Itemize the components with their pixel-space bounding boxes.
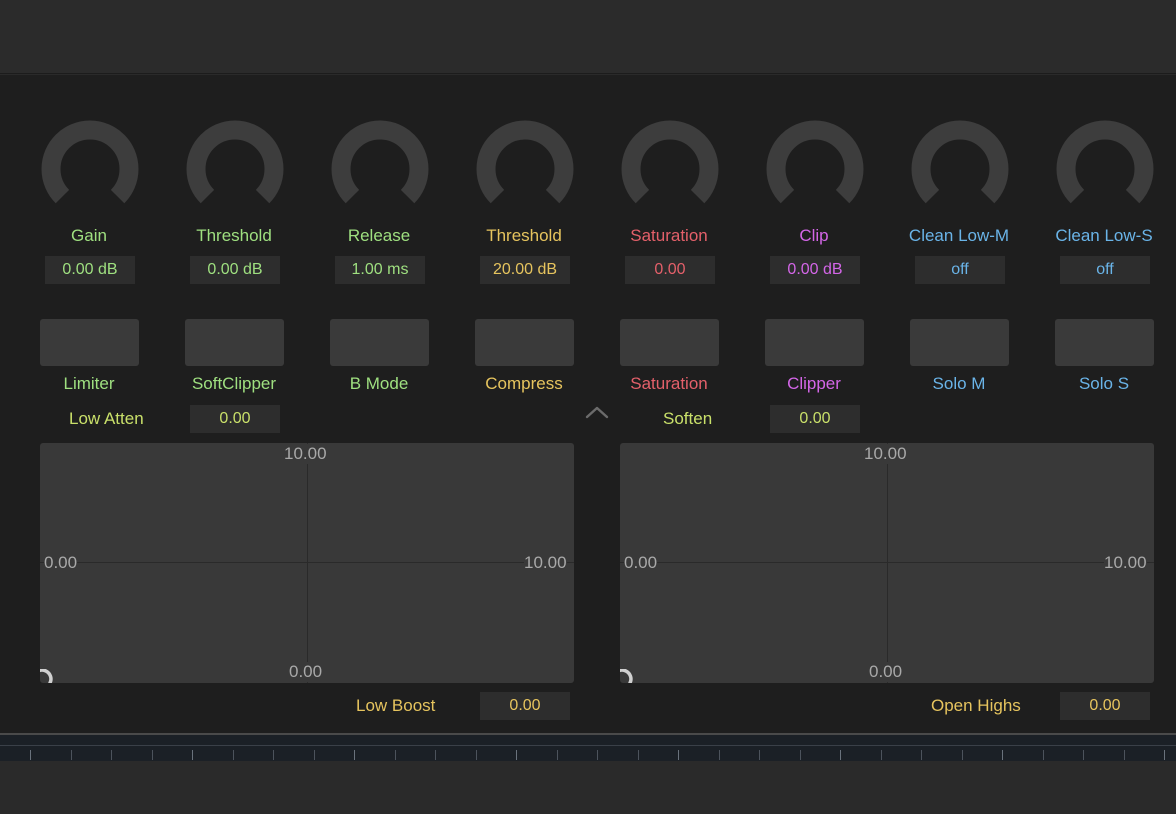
- knob-value-field[interactable]: off: [915, 256, 1005, 284]
- timeline-tick: [881, 750, 882, 760]
- xy-right-label: 10.00: [1104, 553, 1147, 573]
- knob-icon[interactable]: [330, 120, 430, 212]
- knob-icon[interactable]: [1055, 120, 1155, 212]
- timeline-tick: [1043, 750, 1044, 760]
- open-highs-label: Open Highs: [931, 696, 1021, 715]
- timeline-tick: [71, 750, 72, 760]
- chevron-up-icon[interactable]: [584, 402, 610, 422]
- timeline-tick: [678, 750, 679, 760]
- timeline-tick: [30, 750, 31, 760]
- knob-icon[interactable]: [910, 120, 1010, 212]
- timeline-tick: [840, 750, 841, 760]
- timeline-tick: [921, 750, 922, 760]
- knob-label: Clip: [799, 226, 829, 245]
- toggle-button[interactable]: [475, 319, 574, 366]
- toggle-button[interactable]: [1055, 319, 1154, 366]
- toggle-label: Solo S: [1078, 374, 1130, 393]
- knob-icon[interactable]: [620, 120, 720, 212]
- timeline-tick: [314, 750, 315, 760]
- xy-vline: [307, 443, 308, 683]
- xy-top-label: 10.00: [864, 444, 907, 464]
- xy-pad-left[interactable]: 10.00 0.00 0.00 10.00: [40, 443, 574, 683]
- timeline-tick: [557, 750, 558, 760]
- toggle-label: Saturation: [630, 374, 708, 393]
- timeline-tick: [152, 750, 153, 760]
- knob-label: Threshold: [486, 226, 562, 245]
- toggle-label: Solo M: [932, 374, 986, 393]
- timeline-tick: [516, 750, 517, 760]
- knob-label: Saturation: [630, 226, 708, 245]
- xy-top-label: 10.00: [284, 444, 327, 464]
- footer-area: [0, 761, 1176, 814]
- timeline-tick: [1164, 750, 1165, 760]
- toggle-button[interactable]: [765, 319, 864, 366]
- xy-left-label: 0.00: [624, 553, 658, 573]
- timeline-tick: [1083, 750, 1084, 760]
- timeline-ruler-line: [0, 745, 1176, 746]
- xy-bottom-label: 0.00: [289, 662, 323, 682]
- knob-value-field[interactable]: off: [1060, 256, 1150, 284]
- timeline-tick: [273, 750, 274, 760]
- low-atten-label: Low Atten: [69, 409, 144, 428]
- soften-value[interactable]: 0.00: [770, 405, 860, 433]
- knob-label: Clean Low-M: [908, 226, 1010, 245]
- timeline-tick: [719, 750, 720, 760]
- low-boost-label: Low Boost: [356, 696, 436, 715]
- knob-value-field[interactable]: 0.00 dB: [190, 256, 280, 284]
- timeline-strip: [0, 733, 1176, 761]
- low-atten-value[interactable]: 0.00: [190, 405, 280, 433]
- knob-value-field[interactable]: 1.00 ms: [335, 256, 425, 284]
- knob-icon[interactable]: [185, 120, 285, 212]
- knob-icon[interactable]: [475, 120, 575, 212]
- soften-label: Soften: [663, 409, 713, 428]
- knob-value-field[interactable]: 0.00: [625, 256, 715, 284]
- xy-pad-right[interactable]: 10.00 0.00 0.00 10.00: [620, 443, 1154, 683]
- toggle-button[interactable]: [40, 319, 139, 366]
- timeline-tick: [111, 750, 112, 760]
- timeline-tick: [1124, 750, 1125, 760]
- timeline-tick: [759, 750, 760, 760]
- toggle-label: Limiter: [63, 374, 115, 393]
- toggle-button[interactable]: [330, 319, 429, 366]
- toggle-label: B Mode: [349, 374, 409, 393]
- xy-handle-icon[interactable]: [40, 669, 54, 683]
- timeline-tick: [962, 750, 963, 760]
- xy-right-label: 10.00: [524, 553, 567, 573]
- timeline-tick: [233, 750, 234, 760]
- toggle-button[interactable]: [620, 319, 719, 366]
- timeline-tick: [435, 750, 436, 760]
- xy-bottom-label: 0.00: [869, 662, 903, 682]
- timeline-tick: [192, 750, 193, 760]
- timeline-tick: [354, 750, 355, 760]
- toggle-label: Clipper: [787, 374, 841, 393]
- open-highs-value[interactable]: 0.00: [1060, 692, 1150, 720]
- knob-icon[interactable]: [40, 120, 140, 212]
- timeline-tick: [395, 750, 396, 760]
- knob-label: Gain: [71, 226, 107, 245]
- timeline-tick: [800, 750, 801, 760]
- low-boost-value[interactable]: 0.00: [480, 692, 570, 720]
- knob-label: Clean Low-S: [1055, 226, 1153, 245]
- knob-value-field[interactable]: 20.00 dB: [480, 256, 570, 284]
- knob-value-field[interactable]: 0.00 dB: [45, 256, 135, 284]
- top-bar: [0, 0, 1176, 74]
- knob-icon[interactable]: [765, 120, 865, 212]
- timeline-tick: [638, 750, 639, 760]
- timeline-tick: [476, 750, 477, 760]
- knob-value-field[interactable]: 0.00 dB: [770, 256, 860, 284]
- timeline-tick: [597, 750, 598, 760]
- xy-left-label: 0.00: [44, 553, 78, 573]
- xy-handle-icon[interactable]: [620, 669, 634, 683]
- toggle-label: SoftClipper: [191, 374, 277, 393]
- toggle-button[interactable]: [185, 319, 284, 366]
- toggle-label: Compress: [485, 374, 563, 393]
- knob-label: Release: [347, 226, 411, 245]
- knob-label: Threshold: [196, 226, 272, 245]
- xy-vline: [887, 443, 888, 683]
- timeline-tick: [1002, 750, 1003, 760]
- toggle-button[interactable]: [910, 319, 1009, 366]
